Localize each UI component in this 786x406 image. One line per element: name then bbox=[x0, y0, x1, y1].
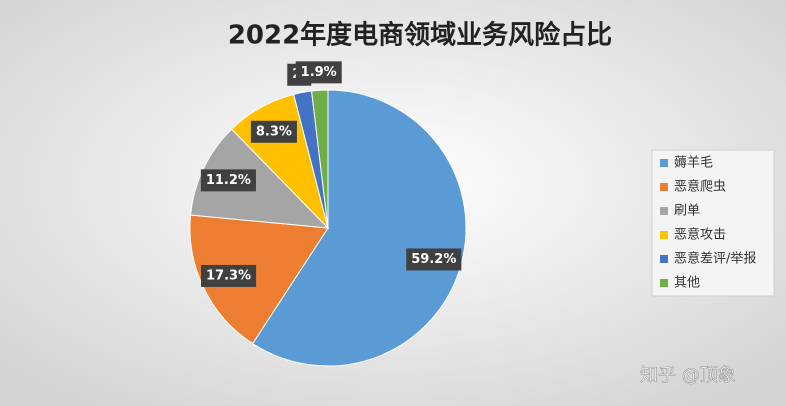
data-label-text: 8.3% bbox=[256, 124, 292, 139]
legend-label: 恶意攻击 bbox=[674, 227, 726, 243]
data-label: 17.3% bbox=[200, 264, 257, 287]
data-label: 1.9% bbox=[295, 61, 342, 84]
legend-swatch bbox=[660, 255, 668, 263]
legend-swatch bbox=[660, 279, 668, 287]
data-label-box bbox=[295, 61, 342, 84]
legend-label: 薅羊毛 bbox=[674, 155, 713, 171]
legend-swatch bbox=[660, 159, 668, 167]
data-label-box bbox=[250, 120, 297, 143]
legend-label: 恶意差评/举报 bbox=[674, 251, 756, 267]
legend-swatch bbox=[660, 207, 668, 215]
data-label: 8.3% bbox=[250, 120, 297, 143]
data-label-text: 17.3% bbox=[206, 268, 251, 283]
pie-slice bbox=[190, 128, 330, 229]
data-label-text: 11.2% bbox=[206, 173, 251, 188]
data-label: 59.2% bbox=[406, 248, 462, 271]
legend-swatch bbox=[660, 183, 668, 191]
legend-label: 恶意爬虫 bbox=[674, 179, 726, 195]
legend-label: 刷单 bbox=[674, 204, 700, 219]
data-label-text: 1.9% bbox=[301, 65, 337, 80]
chart-title: 2022年度电商领域业务风险占比 bbox=[228, 20, 612, 51]
pie-slice bbox=[311, 89, 329, 229]
watermark: 知乎 @顶象 bbox=[640, 365, 736, 386]
data-label-box bbox=[406, 248, 462, 271]
pie-slice bbox=[189, 214, 329, 345]
legend-label: 其他 bbox=[674, 276, 700, 291]
data-label-box bbox=[200, 264, 257, 287]
data-label-text: 59.2% bbox=[411, 252, 456, 267]
data-label: 11.2% bbox=[200, 169, 256, 192]
data-label-box bbox=[200, 169, 256, 192]
legend-box bbox=[651, 149, 775, 297]
legend-swatch bbox=[660, 231, 668, 239]
